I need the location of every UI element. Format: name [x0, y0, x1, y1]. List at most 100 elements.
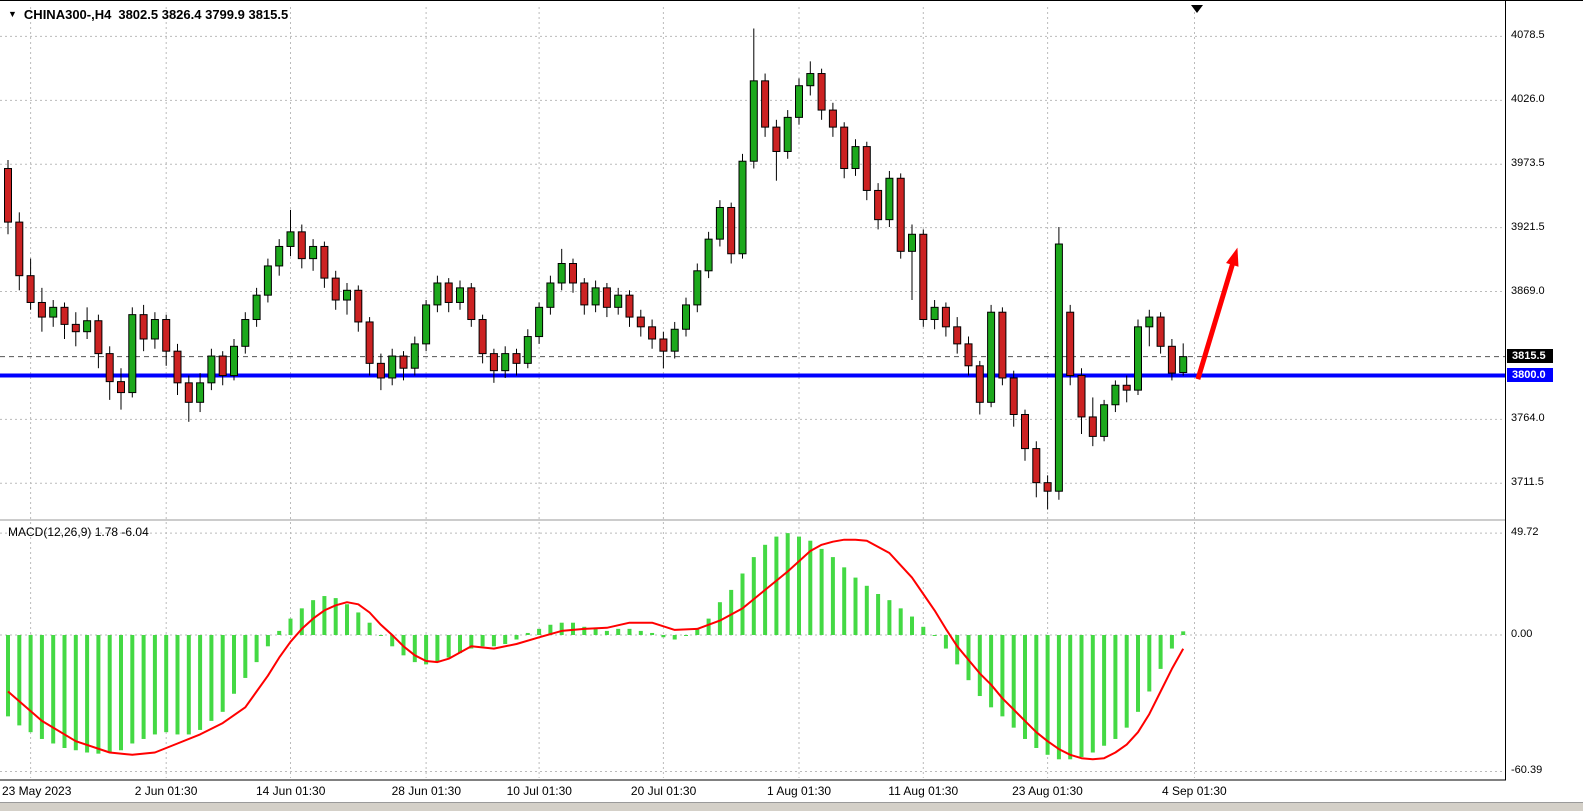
macd-bar [650, 632, 655, 635]
macd-bar [288, 618, 293, 635]
macd-bar [1136, 635, 1140, 712]
bull-candle [433, 282, 442, 306]
bear-candle [862, 146, 871, 191]
bid-price-tag: 3815.5 [1507, 348, 1553, 363]
macd-bar [446, 635, 451, 658]
macd-bar [706, 618, 711, 635]
macd-bar [107, 635, 112, 753]
bull-candle [704, 238, 713, 272]
bull-candle [263, 265, 272, 296]
bear-candle [320, 245, 329, 279]
bear-candle [874, 189, 883, 221]
bear-candle [173, 350, 182, 384]
bear-candle [1167, 345, 1176, 374]
bear-candle [1077, 375, 1086, 418]
bear-candle [761, 80, 770, 128]
macd-bar [593, 628, 598, 635]
bull-candle [591, 287, 600, 306]
bear-candle [218, 355, 227, 377]
bear-candle [975, 365, 984, 403]
time-axis-label: 20 Jul 01:30 [630, 784, 697, 798]
bear-candle [489, 353, 498, 372]
macd-bar [209, 635, 214, 721]
macd-bar [1079, 635, 1084, 758]
bear-candle [331, 277, 340, 301]
macd-bar [604, 630, 609, 635]
trend-arrow-head[interactable] [1226, 247, 1239, 267]
bear-candle [1122, 384, 1131, 391]
macd-bar [130, 635, 135, 744]
bull-candle [557, 263, 566, 284]
macd-bar [740, 573, 745, 635]
bull-candle [1111, 384, 1120, 406]
macd-bar [367, 622, 372, 635]
time-axis-label: 2 Jun 01:30 [134, 784, 198, 798]
macd-bar [265, 635, 270, 647]
bear-candle [580, 282, 589, 306]
time-axis-label: 11 Aug 01:30 [888, 784, 959, 798]
macd-bar [51, 635, 56, 744]
macd-bar [141, 635, 146, 739]
macd-bar [503, 635, 508, 645]
macd-bar [717, 602, 722, 635]
macd-bar [62, 635, 67, 748]
bull-candle [196, 382, 205, 403]
bear-candle [569, 263, 577, 284]
macd-bar [469, 635, 474, 649]
bear-candle [15, 221, 24, 277]
bear-candle [105, 353, 114, 383]
bear-candle [354, 289, 363, 323]
macd-bar [638, 630, 643, 635]
time-axis[interactable]: 23 May 2023 2 Jun 01:30 14 Jun 01:30 28 Jun… [0, 781, 1583, 802]
macd-bar [1045, 635, 1050, 755]
bear-candle [1066, 311, 1075, 377]
bear-candle [365, 321, 374, 364]
bear-candle [117, 381, 125, 394]
macd-bar [491, 635, 496, 647]
price-axis[interactable]: 4078.5 4026.0 3973.5 3921.5 3869.0 3764.0 3711… [1506, 1, 1583, 781]
macd-bar [175, 635, 180, 735]
macd-bar [243, 635, 248, 678]
chart-shift-marker[interactable] [1191, 5, 1203, 13]
macd-bar [198, 635, 203, 730]
macd-bar [333, 598, 338, 635]
horizontal-scrollbar[interactable] [0, 802, 1583, 811]
macd-bar [412, 635, 417, 663]
bear-candle [659, 338, 668, 352]
macd-bar [627, 628, 632, 635]
macd-bar [819, 548, 824, 635]
macd-bar [989, 635, 994, 708]
macd-bar [514, 635, 519, 640]
macd-bar [232, 635, 236, 694]
macd-signal-line [7, 538, 1185, 761]
macd-bar [1000, 635, 1005, 717]
macd-bar [28, 635, 33, 733]
macd-bar [299, 608, 304, 635]
bull-candle [987, 311, 996, 403]
bear-candle [964, 343, 973, 367]
bear-candle [60, 306, 69, 325]
macd-bar [785, 533, 790, 635]
time-axis-label: 23 Aug 01:30 [1012, 784, 1083, 798]
trend-arrow[interactable] [1195, 247, 1239, 380]
bear-candle [376, 362, 385, 379]
time-axis-label: 4 Sep 01:30 [1162, 784, 1227, 798]
price-axis-label: 3711.5 [1511, 476, 1544, 489]
bear-candle [1088, 416, 1097, 437]
macd-bar [152, 635, 157, 735]
macd-bar [571, 622, 575, 635]
bull-candle [806, 73, 815, 87]
bull-candle [795, 85, 803, 118]
time-axis-label: 23 May 2023 [2, 784, 72, 798]
macd-bar [378, 635, 383, 636]
macd-bar [887, 600, 892, 635]
macd-bar [932, 635, 937, 636]
bull-candle [523, 336, 532, 364]
macd-bar [17, 635, 22, 726]
bull-candle [275, 245, 284, 267]
macd-bar [842, 567, 847, 635]
price-axis-label: 4078.5 [1511, 29, 1545, 42]
macd-bar [1113, 635, 1118, 739]
trend-arrow-shaft[interactable] [1195, 258, 1237, 380]
